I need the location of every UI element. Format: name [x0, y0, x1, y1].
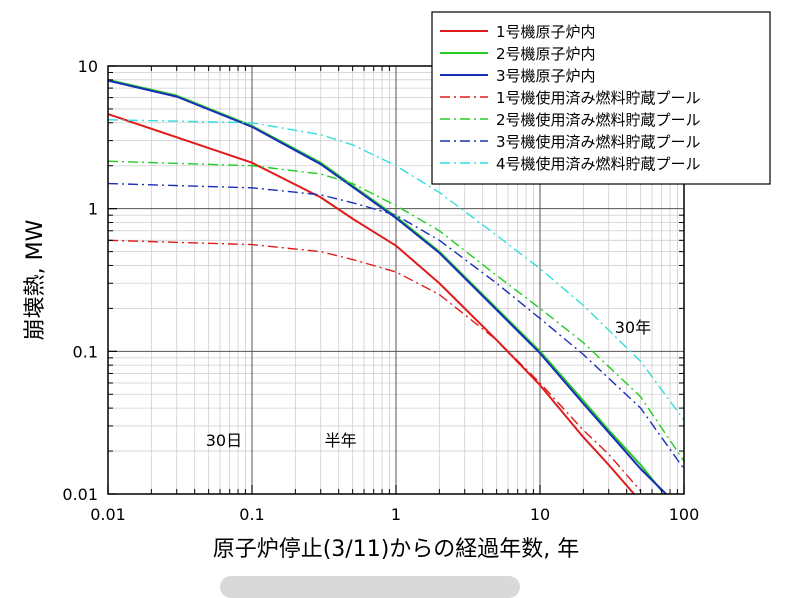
y-tick-label: 0.1	[73, 342, 98, 361]
series-line-7	[107, 119, 685, 421]
series-line-1	[107, 113, 635, 495]
y-tick-label: 0.01	[62, 485, 98, 504]
legend-label: 2号機原子炉内	[496, 45, 596, 63]
y-tick-label: 10	[78, 57, 98, 76]
annotation-label: 30日	[206, 431, 242, 450]
scroll-handle[interactable]	[220, 576, 520, 598]
annotation-label: 30年	[615, 318, 651, 337]
annotations: 30日 半年 30年	[206, 318, 651, 450]
series-line-4	[107, 239, 642, 492]
series-layer	[107, 78, 685, 495]
x-tick-labels: 0.01 0.1 1 10 100	[90, 505, 699, 524]
legend-label: 4号機使用済み燃料貯蔵プール	[496, 155, 701, 173]
legend-label: 2号機使用済み燃料貯蔵プール	[496, 111, 701, 129]
annotation-label: 半年	[325, 431, 357, 450]
x-tick-label: 100	[669, 505, 700, 524]
legend-label: 3号機原子炉内	[496, 67, 596, 85]
series-line-3	[107, 79, 667, 495]
series-line-5	[107, 160, 685, 462]
y-tick-labels: 0.01 0.1 1 10	[62, 57, 98, 504]
legend-label: 3号機使用済み燃料貯蔵プール	[496, 133, 701, 151]
x-tick-label: 10	[530, 505, 550, 524]
x-axis-label: 原子炉停止(3/11)からの経過年数, 年	[213, 537, 580, 562]
x-tick-label: 0.1	[239, 505, 264, 524]
legend-label: 1号機原子炉内	[496, 23, 596, 41]
series-line-6	[107, 182, 685, 470]
y-axis-label: 崩壊熱, MW	[23, 219, 48, 340]
y-tick-label: 1	[88, 200, 98, 219]
legend-box	[431, 11, 771, 185]
x-tick-label: 0.01	[90, 505, 126, 524]
legend: 1号機原子炉内 2号機原子炉内 3号機原子炉内 1号機使用済み燃料貯蔵プール 2号機使用…	[431, 11, 771, 185]
x-tick-label: 1	[391, 505, 401, 524]
legend-label: 1号機使用済み燃料貯蔵プール	[496, 89, 701, 107]
